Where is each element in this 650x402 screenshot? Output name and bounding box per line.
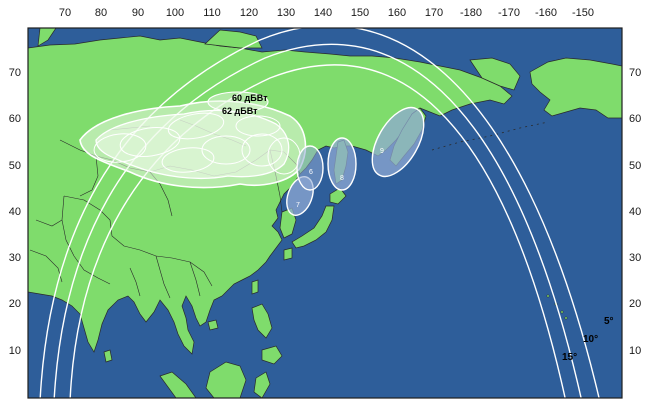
philippines — [251, 303, 273, 339]
sumatra — [159, 371, 197, 398]
beam-ellipse — [201, 135, 251, 165]
lon-tick: 120 — [240, 7, 258, 19]
lon-tick: 80 — [95, 7, 107, 19]
sulawesi — [253, 371, 271, 398]
spot-beams — [286, 106, 425, 216]
lat-tick-left: 70 — [9, 67, 21, 79]
beam-coverage — [79, 91, 307, 189]
spot-beam-8 — [327, 137, 357, 191]
latitude-axis-right: 70 60 50 40 30 20 10 — [629, 67, 641, 357]
lat-tick-left: 50 — [9, 160, 21, 172]
lat-tick-right: 30 — [629, 252, 641, 264]
lon-tick: 170 — [425, 7, 443, 19]
spot-beam-label-7: 7 — [296, 202, 300, 209]
lon-tick: 140 — [314, 7, 332, 19]
lat-tick-left: 40 — [9, 206, 21, 218]
elevation-label-10: 10° — [583, 334, 598, 345]
lon-tick: 160 — [388, 7, 406, 19]
lon-tick: -180 — [460, 7, 482, 19]
pacific-island — [546, 294, 550, 298]
elevation-contours — [39, 28, 600, 398]
spot-beam-label-9: 9 — [380, 148, 384, 155]
lat-tick-right: 20 — [629, 298, 641, 310]
lon-tick: -170 — [498, 7, 520, 19]
lat-tick-left: 10 — [9, 345, 21, 357]
lon-tick: 90 — [132, 7, 144, 19]
lat-tick-left: 30 — [9, 252, 21, 264]
beam-ellipse — [119, 127, 181, 157]
lon-tick: 110 — [203, 7, 221, 19]
lat-tick-right: 40 — [629, 206, 641, 218]
hainan — [207, 319, 219, 331]
borneo — [205, 361, 247, 398]
latitude-axis-left: 70 60 50 40 30 20 10 — [9, 67, 21, 357]
beam-ellipse — [241, 133, 283, 167]
lon-tick: 130 — [277, 7, 295, 19]
novaya-zemlya — [37, 28, 57, 47]
spot-beam-label-6: 6 — [309, 169, 313, 176]
lat-tick-right: 10 — [629, 345, 641, 357]
pacific-island — [560, 310, 564, 314]
spot-beam-6 — [296, 145, 324, 191]
beam-ellipse — [207, 91, 269, 113]
lon-tick: 150 — [351, 7, 369, 19]
longitude-axis: 70 80 90 100 110 120 130 140 150 160 170… — [59, 7, 594, 19]
japan-honshu — [291, 205, 335, 249]
taimyr-peninsula — [204, 29, 263, 49]
lon-tick: 70 — [59, 7, 71, 19]
beam-ellipse — [235, 115, 281, 137]
lat-tick-right: 50 — [629, 160, 641, 172]
taiwan — [251, 279, 259, 295]
map-frame — [27, 27, 623, 399]
aleutian-islands — [431, 121, 549, 151]
sri-lanka — [103, 349, 113, 363]
beam-ellipse — [167, 112, 225, 140]
elevation-label-15: 15° — [562, 352, 577, 363]
lat-tick-left: 60 — [9, 113, 21, 125]
lon-tick: -150 — [572, 7, 594, 19]
beam-ellipse — [93, 133, 147, 163]
japan-kyushu — [283, 247, 293, 261]
lon-tick: 100 — [166, 7, 184, 19]
philippines-south — [261, 345, 283, 365]
lat-tick-left: 20 — [9, 298, 21, 310]
pacific-island — [564, 316, 568, 320]
beam-label-62: 62 дБВт — [222, 106, 258, 116]
lat-tick-right: 70 — [629, 67, 641, 79]
lat-tick-right: 60 — [629, 113, 641, 125]
alaska — [529, 57, 622, 119]
lon-tick: -160 — [535, 7, 557, 19]
beam-ellipse — [161, 147, 215, 173]
spot-beam-9 — [371, 106, 425, 178]
elevation-label-5: 5° — [604, 316, 614, 327]
chukotka — [469, 57, 521, 91]
beam-label-60: 60 дБВт — [232, 93, 268, 103]
spot-beam-label-8: 8 — [340, 175, 344, 182]
